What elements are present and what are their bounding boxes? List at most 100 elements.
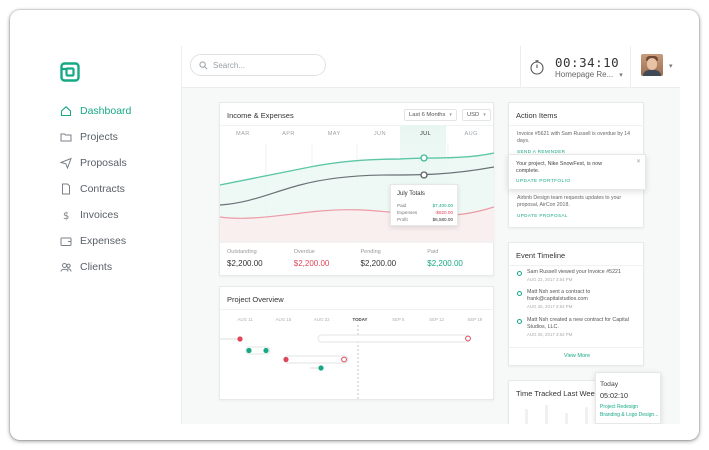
search-input[interactable]: Search...: [190, 54, 326, 76]
send-reminder-link[interactable]: SEND A REMINDER: [517, 149, 566, 154]
users-icon: [60, 261, 72, 273]
project-bar[interactable]: [283, 355, 349, 364]
series-line-paid: [220, 152, 494, 186]
project-bar[interactable]: [245, 346, 271, 355]
data-point[interactable]: [420, 171, 428, 179]
chevron-down-icon: ▾: [483, 112, 486, 118]
date-label-today: TODAY: [352, 317, 368, 322]
view-more-link[interactable]: View More: [563, 353, 591, 359]
project-overview-card: Project Overview AUG 11 AUG 15 AUG 22 TO…: [219, 286, 494, 401]
update-portfolio-link[interactable]: UPDATE PORTFOLIO: [516, 179, 571, 184]
timeline-dot-icon: [517, 271, 522, 276]
app-shell: Dashboard Projects Proposals Contracts $…: [48, 46, 680, 424]
card-title: Event Timeline: [516, 251, 566, 260]
search-placeholder: Search...: [213, 60, 246, 70]
event-text: Sam Russell viewed your Invoice #5221: [527, 269, 621, 275]
timeline-dot-icon: [517, 291, 522, 296]
home-icon: [60, 105, 72, 117]
chevron-down-icon[interactable]: ▾: [619, 71, 623, 79]
tooltip-value: $6,580.00: [432, 217, 453, 222]
july-totals-tooltip: July Totals Paid $7,400.00 Expenses -$820.…: [390, 184, 458, 226]
action-item: Airbnb Design team requests updates to y…: [517, 195, 641, 219]
tooltip-label: Expenses: [397, 210, 418, 215]
sidebar-item-label: Dashboard: [80, 105, 132, 117]
tooltip-value: -$820.00: [434, 210, 453, 215]
sidebar-item-proposals[interactable]: Proposals: [60, 150, 180, 176]
event-text: Matt Nsh created a new contract for Capi…: [527, 317, 629, 330]
date-label: AUG 15: [275, 317, 292, 322]
month-label: JUL: [419, 131, 432, 137]
sidebar-item-projects[interactable]: Projects: [60, 124, 180, 150]
total-value: $2,200.00: [293, 259, 330, 268]
project-bar[interactable]: [317, 334, 471, 343]
total-label: Overdue: [293, 249, 315, 255]
date-axis: AUG 11 AUG 15 AUG 22 TODAY SEP 5 SEP 12 …: [220, 317, 494, 322]
total-label: Pending: [360, 249, 381, 255]
sidebar-item-clients[interactable]: Clients: [60, 254, 180, 280]
timeline-dot-icon: [517, 319, 522, 324]
total-overdue[interactable]: Overdue $2,200.00: [294, 249, 361, 268]
sidebar-item-invoices[interactable]: $ Invoices: [60, 202, 180, 228]
month-axis: MAR APR MAY JUN JUL AUG: [220, 131, 494, 137]
window-frame: Dashboard Projects Proposals Contracts $…: [10, 10, 699, 440]
dollar-icon: $: [60, 209, 72, 221]
card-title: Income & Expenses: [227, 111, 294, 120]
date-label: AUG 11: [237, 317, 253, 322]
date-label: SEP 19: [467, 317, 483, 322]
range-select[interactable]: Last 6 Months ▾: [404, 109, 457, 121]
popup-time: 05:02:10: [600, 391, 628, 400]
milestone-dot[interactable]: [237, 336, 243, 342]
sidebar-item-label: Expenses: [80, 235, 127, 247]
chevron-down-icon: ▾: [449, 112, 452, 118]
action-item-text: Airbnb Design team requests updates to y…: [517, 195, 622, 208]
paper-plane-icon: [60, 157, 72, 169]
range-value: Last 6 Months: [409, 112, 446, 118]
timer-project: Homepage Re...: [555, 69, 614, 79]
total-label: Paid: [427, 249, 439, 255]
chevron-down-icon[interactable]: ▾: [669, 63, 673, 70]
total-outstanding[interactable]: Outstanding $2,200.00: [227, 249, 294, 268]
event-time: AUG 22, 2017 3:54 PM: [527, 277, 573, 282]
event-time: AUG 26, 2017 3:54 PM: [527, 332, 573, 337]
month-label: MAR: [236, 131, 250, 137]
data-point[interactable]: [420, 154, 428, 162]
tooltip-label: Profit: [397, 217, 408, 222]
sidebar-item-dashboard[interactable]: Dashboard: [60, 98, 180, 124]
total-paid[interactable]: Paid $2,200.00: [427, 249, 494, 268]
sidebar-item-label: Invoices: [80, 209, 119, 221]
svg-text:$: $: [63, 211, 69, 221]
user-menu[interactable]: ▾: [630, 46, 680, 88]
app-logo-icon[interactable]: [60, 62, 80, 82]
close-icon[interactable]: ✕: [635, 159, 641, 165]
action-item: Invoice #5621 with Sam Russell is overdu…: [517, 131, 641, 155]
sidebar-item-contracts[interactable]: Contracts: [60, 176, 180, 202]
tooltip-label: Paid: [397, 203, 407, 208]
update-proposal-link[interactable]: UPDATE PROPOSAL: [517, 213, 568, 218]
month-label: APR: [282, 131, 295, 137]
event-text: Matt Nsh sent a contract to frank@capita…: [527, 289, 591, 302]
notification-text: Your project, Nike SnowFest, is now comp…: [516, 161, 603, 174]
tooltip-title: July Totals: [397, 191, 425, 197]
total-label: Outstanding: [227, 249, 257, 255]
sidebar-item-expenses[interactable]: Expenses: [60, 228, 180, 254]
total-value: $2,200.00: [360, 259, 397, 268]
total-value: $2,200.00: [227, 259, 263, 268]
total-pending[interactable]: Pending $2,200.00: [361, 249, 428, 268]
notification-popup: Your project, Nike SnowFest, is now comp…: [508, 154, 646, 190]
today-time-popup: Today 05:02:10 Project Redesign Branding…: [595, 372, 661, 424]
tooltip-value: $7,400.00: [432, 203, 453, 208]
timer-widget[interactable]: 00:34:10 Homepage Re... ▾: [520, 46, 630, 88]
date-label: SEP 12: [429, 317, 444, 322]
currency-select[interactable]: USD ▾: [462, 109, 491, 121]
milestone-dot[interactable]: [318, 365, 324, 371]
gantt-chart: [220, 325, 471, 401]
search-icon: [199, 60, 208, 70]
stopwatch-icon[interactable]: [529, 59, 545, 75]
avatar[interactable]: [641, 54, 663, 76]
popup-project-line: Project Redesign: [600, 404, 639, 410]
action-item-text: Invoice #5621 with Sam Russell is overdu…: [517, 131, 631, 144]
top-bar: Search... 00:34:10 Homepage Re... ▾ ▾: [182, 46, 680, 88]
month-label: JUN: [373, 131, 386, 137]
popup-project-line: Branding & Logo Design...: [600, 412, 659, 418]
card-title: Project Overview: [227, 295, 284, 304]
